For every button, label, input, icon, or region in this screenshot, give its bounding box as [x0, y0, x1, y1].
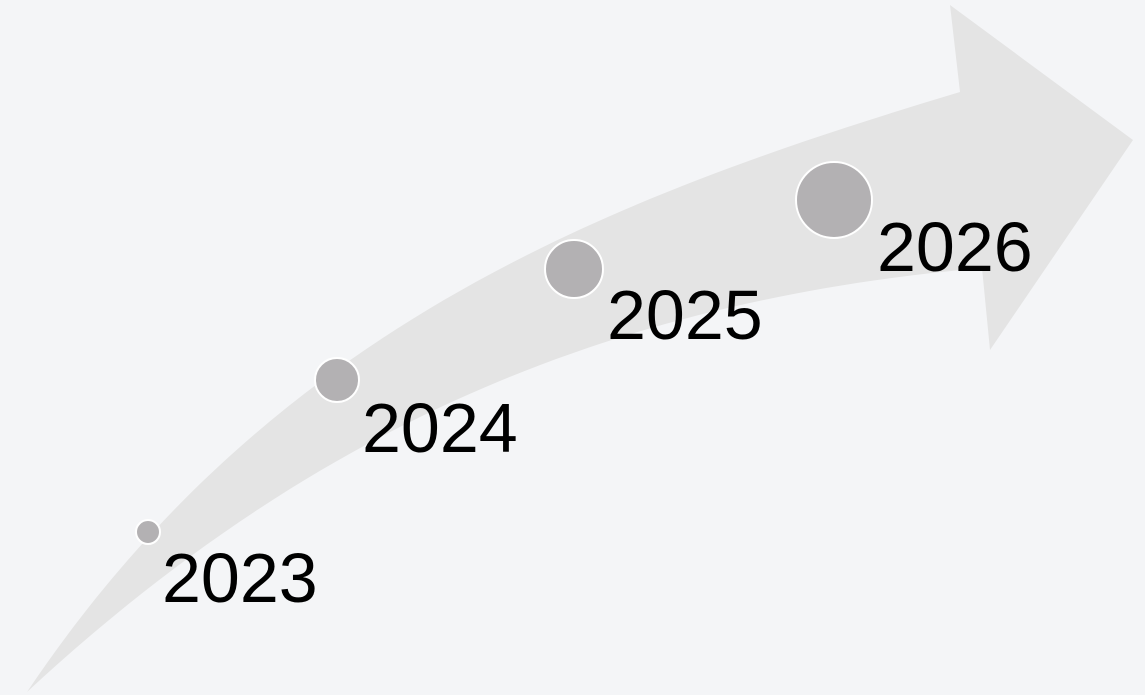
milestone-label-2025: 2025	[607, 276, 763, 354]
milestone-label-2024: 2024	[362, 389, 518, 467]
milestone-dot-2025	[544, 239, 604, 299]
milestone-dot-2023	[135, 519, 161, 545]
milestone-label-2023: 2023	[162, 539, 318, 617]
milestone-label-2026: 2026	[877, 208, 1033, 286]
milestone-dot-2024	[314, 357, 360, 403]
milestone-dot-2026	[795, 161, 873, 239]
